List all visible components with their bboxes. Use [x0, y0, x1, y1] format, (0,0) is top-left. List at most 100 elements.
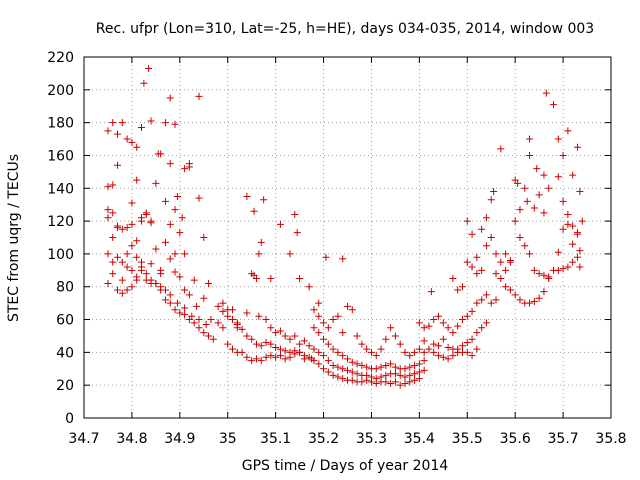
data-point [310, 357, 318, 365]
data-point [473, 253, 481, 261]
data-point [497, 145, 505, 153]
data-point [118, 289, 126, 297]
data-point [497, 275, 505, 283]
data-point [219, 324, 227, 332]
data-point [372, 365, 380, 373]
data-point [128, 242, 136, 250]
data-point [123, 135, 131, 143]
data-point [104, 250, 112, 258]
data-point [147, 260, 155, 268]
data-point [176, 309, 184, 317]
data-point [339, 255, 347, 263]
data-point [324, 357, 332, 365]
data-point [468, 307, 476, 315]
data-point [382, 335, 390, 343]
data-point [530, 297, 538, 305]
data-point [214, 319, 222, 327]
x-tick-label: 34.8 [116, 431, 147, 447]
data-point [118, 225, 126, 233]
data-point [526, 299, 534, 307]
data-point [315, 329, 323, 337]
data-point [502, 283, 510, 291]
data-point [190, 276, 198, 284]
data-point [506, 258, 514, 266]
data-point [128, 199, 136, 207]
data-point [128, 283, 136, 291]
data-point [430, 316, 438, 324]
data-point [157, 286, 165, 294]
data-point [320, 352, 328, 360]
data-point [161, 238, 169, 246]
data-point [255, 250, 263, 258]
data-point [324, 324, 332, 332]
data-point [181, 286, 189, 294]
data-point [147, 117, 155, 125]
data-point [329, 361, 337, 369]
x-tick-label: 34.9 [164, 431, 195, 447]
data-point [291, 211, 299, 219]
data-point [391, 378, 399, 386]
x-tick-label: 35.2 [308, 431, 339, 447]
data-point [540, 171, 548, 179]
data-point [573, 143, 581, 151]
data-point [468, 230, 476, 238]
data-point [305, 283, 313, 291]
data-point [401, 365, 409, 373]
data-point [554, 173, 562, 181]
data-point [248, 335, 256, 343]
data-point [252, 275, 260, 283]
data-point [137, 124, 145, 132]
data-point [569, 171, 577, 179]
data-point [252, 340, 260, 348]
data-point [109, 209, 117, 217]
data-point [478, 266, 486, 274]
data-point [310, 306, 318, 314]
data-point [114, 224, 122, 232]
data-point [161, 197, 169, 205]
data-point [415, 368, 423, 376]
data-point [526, 250, 534, 258]
data-point [468, 263, 476, 271]
data-point [530, 204, 538, 212]
data-point [406, 352, 414, 360]
data-point [358, 378, 366, 386]
data-point [276, 352, 284, 360]
data-point [166, 160, 174, 168]
data-point [492, 270, 500, 278]
data-point [391, 332, 399, 340]
data-point [526, 135, 534, 143]
data-point [200, 234, 208, 241]
data-point [468, 352, 476, 360]
data-point [514, 179, 522, 187]
y-tick-label: 100 [47, 247, 74, 263]
y-tick-label: 0 [65, 411, 74, 427]
data-point [171, 120, 179, 128]
data-point [444, 355, 452, 363]
data-point [276, 327, 284, 335]
data-point [142, 270, 150, 278]
data-point [334, 348, 342, 356]
data-point [435, 312, 443, 320]
data-point [123, 224, 131, 232]
data-point [535, 191, 543, 199]
data-point [229, 306, 237, 314]
data-point [444, 343, 452, 351]
data-point [490, 188, 498, 196]
y-tick-label: 80 [56, 280, 74, 296]
data-point [133, 176, 141, 184]
data-point [339, 365, 347, 373]
data-point [133, 273, 141, 281]
x-tick-label: 35.5 [452, 431, 483, 447]
data-point [296, 348, 304, 356]
data-point [348, 358, 356, 366]
data-point [463, 258, 471, 266]
data-point [267, 340, 275, 348]
data-point [506, 286, 514, 294]
data-point [526, 151, 534, 159]
data-point [463, 217, 471, 225]
data-point [315, 312, 323, 320]
data-point [372, 352, 380, 360]
x-tick-label: 35.1 [260, 431, 291, 447]
x-axis-label: GPS time / Days of year 2014 [242, 458, 449, 474]
data-point [564, 211, 572, 219]
